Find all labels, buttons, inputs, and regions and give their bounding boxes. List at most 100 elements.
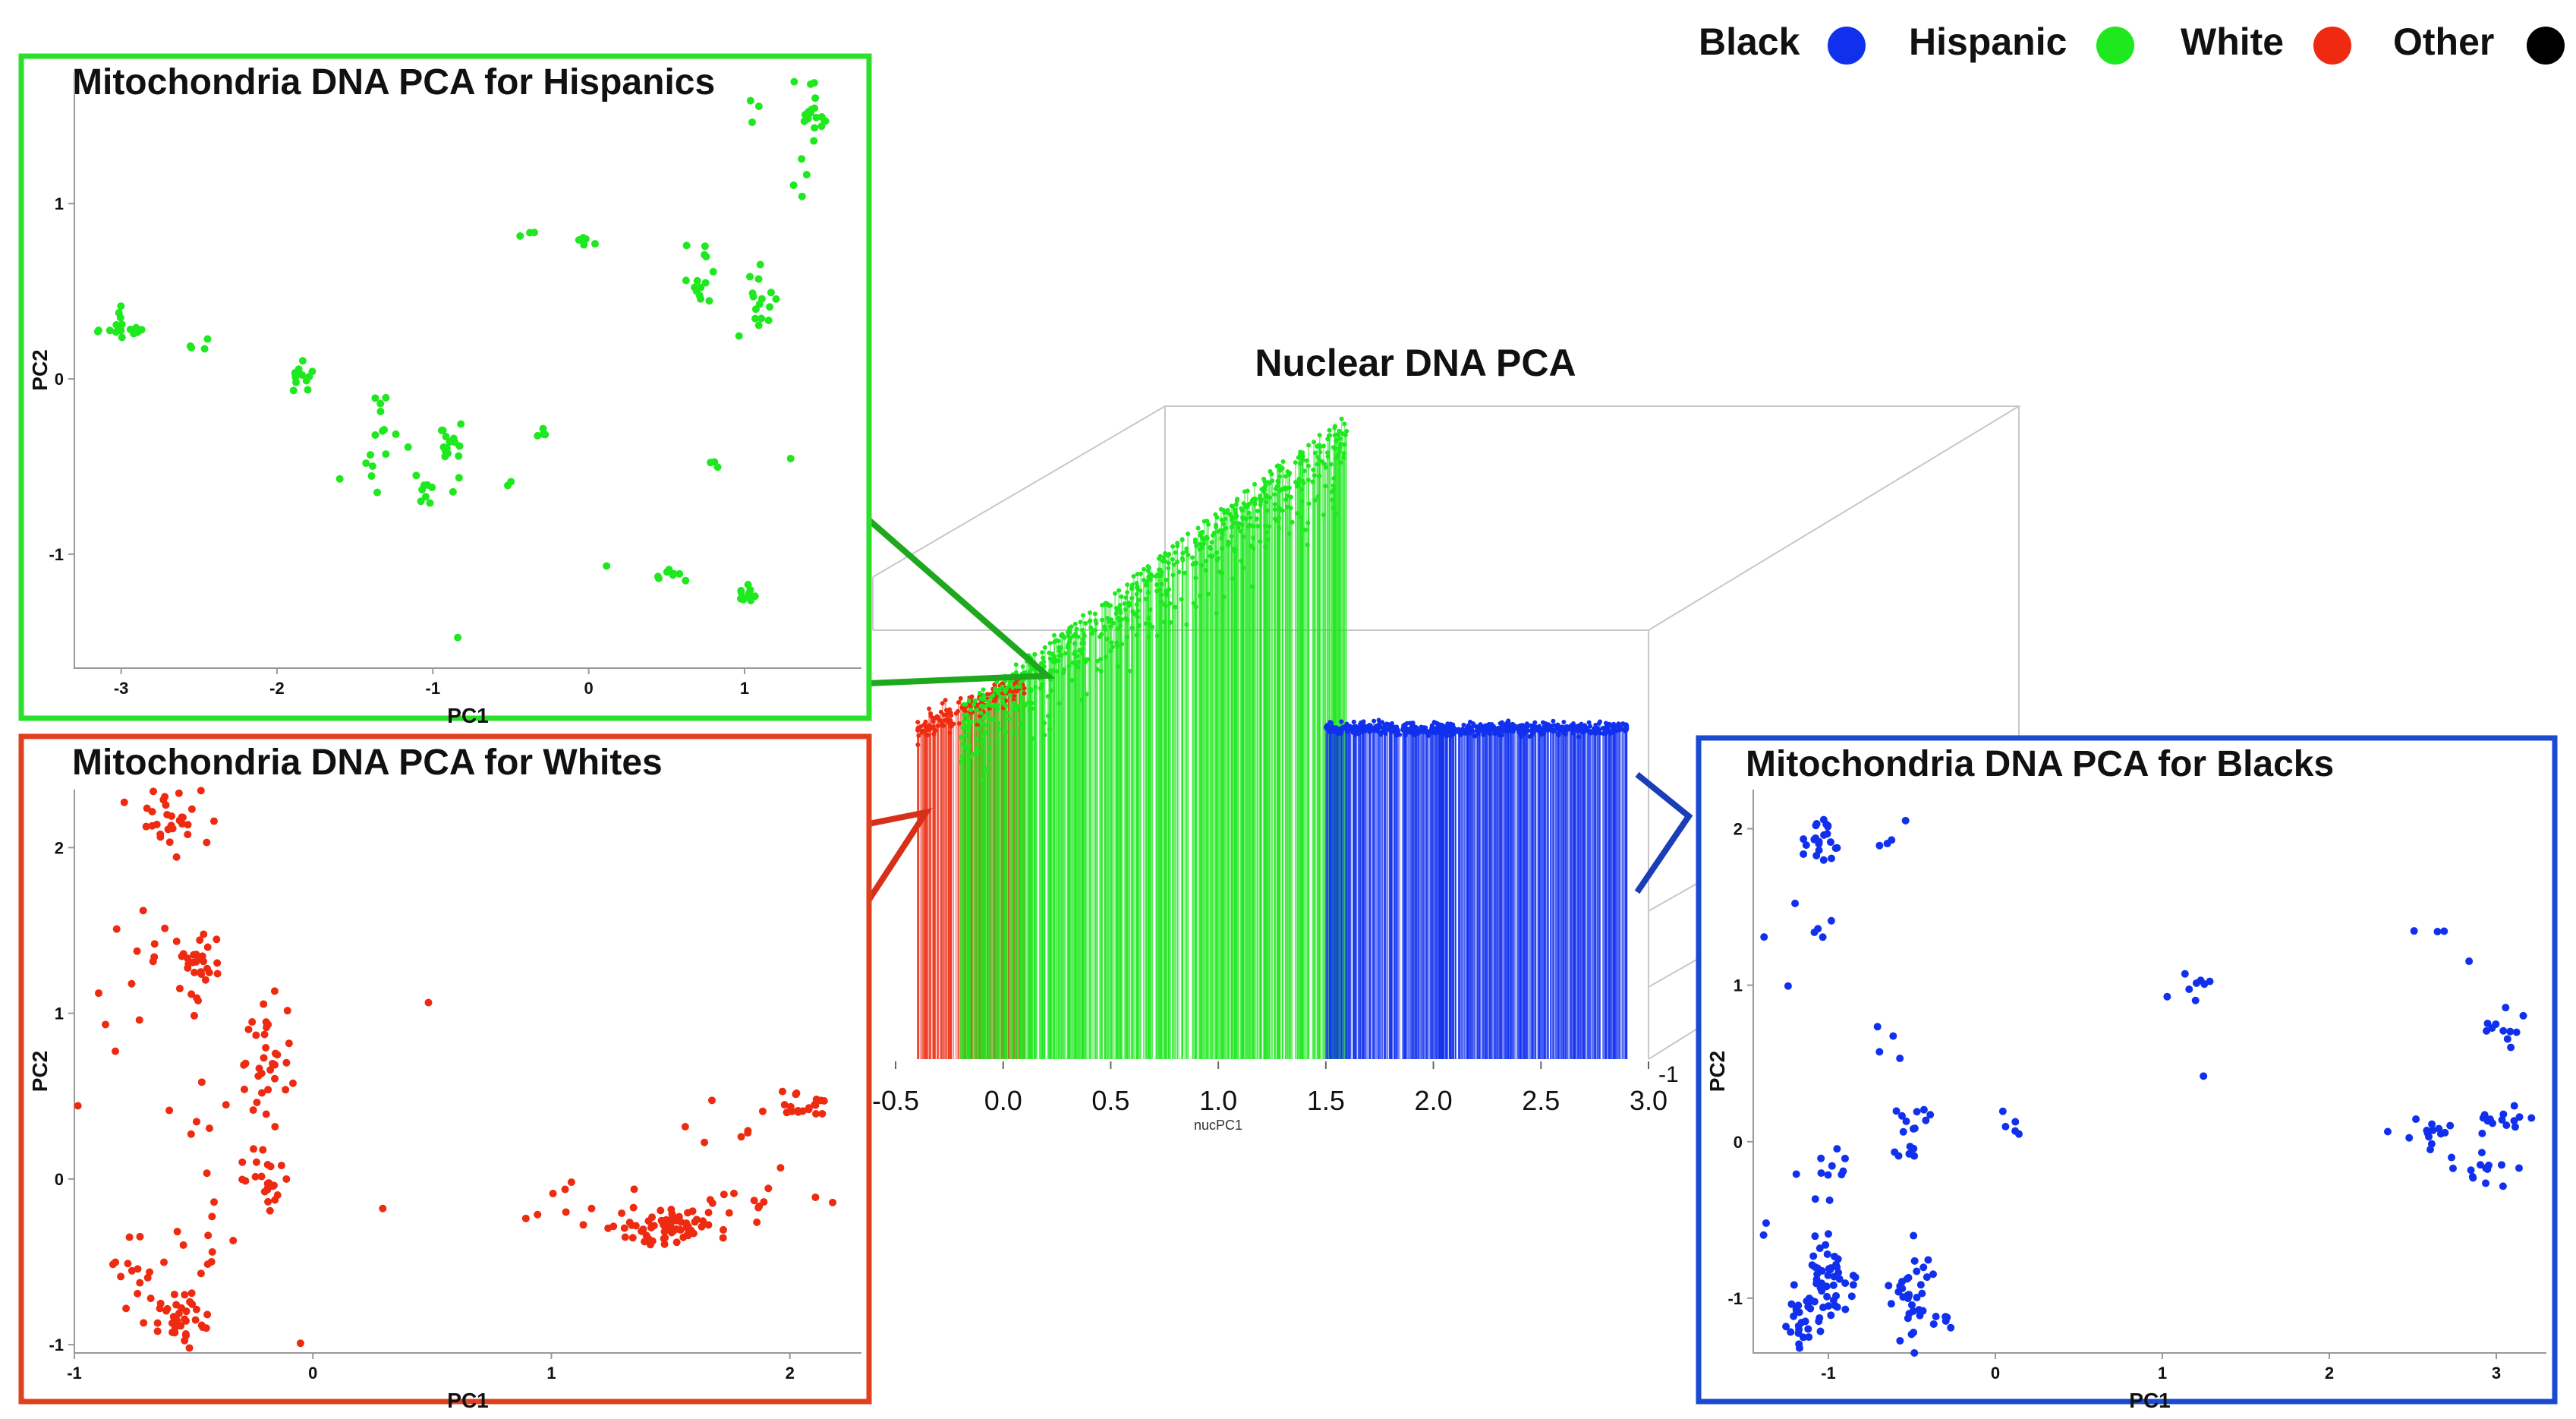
- nuclear-point: [984, 692, 990, 697]
- data-point: [692, 1216, 701, 1224]
- data-point: [521, 1214, 530, 1222]
- x-tick-label: 1: [740, 679, 749, 698]
- data-point: [778, 1087, 786, 1096]
- nuclear-series-points: [915, 416, 1630, 783]
- data-point: [1897, 1112, 1906, 1120]
- data-point: [697, 283, 705, 292]
- nuclear-point: [1429, 723, 1434, 728]
- data-point: [2447, 1153, 2455, 1162]
- data-point: [248, 1018, 257, 1026]
- data-point: [1833, 1145, 1841, 1153]
- data-point: [304, 386, 312, 394]
- nuclear-point: [975, 736, 980, 742]
- data-point: [800, 117, 808, 125]
- nuclear-point: [1136, 598, 1142, 603]
- data-point: [2383, 1127, 2392, 1136]
- nuclear-point: [1277, 464, 1283, 469]
- data-point: [516, 232, 524, 240]
- data-point: [273, 1191, 282, 1200]
- data-point: [708, 1096, 716, 1105]
- data-point: [579, 1221, 587, 1229]
- nuclear-point: [1328, 462, 1334, 467]
- data-point: [693, 276, 701, 285]
- nuclear-point: [1565, 724, 1570, 730]
- nuclear-point: [1441, 731, 1446, 736]
- nuclear-point: [1013, 662, 1019, 667]
- data-point: [504, 481, 512, 490]
- data-point: [2448, 1164, 2457, 1172]
- data-point: [2477, 1161, 2485, 1169]
- data-point: [153, 1327, 162, 1335]
- data-point: [1815, 1244, 1824, 1253]
- nuclear-point: [1227, 541, 1232, 546]
- data-point: [641, 1238, 649, 1246]
- panel-axes: [1752, 790, 2546, 1354]
- data-point: [1947, 1323, 1955, 1332]
- nuclear-point: [1233, 507, 1238, 512]
- nuclear-point: [1328, 720, 1334, 725]
- nuclear-point: [972, 702, 977, 707]
- data-point: [424, 998, 433, 1007]
- data-point: [691, 283, 699, 292]
- nuclear-point: [1094, 658, 1100, 664]
- data-point: [161, 924, 169, 932]
- nuclear-point: [1409, 728, 1415, 733]
- data-point: [201, 976, 209, 984]
- data-point: [807, 80, 815, 88]
- nuclear-point: [1598, 719, 1603, 724]
- nuclear-point: [1603, 730, 1608, 736]
- nuclear-point: [1030, 736, 1035, 741]
- nuclear-point: [994, 739, 1000, 745]
- nuclear-point: [1342, 421, 1347, 427]
- x-tick-label: -1: [426, 679, 441, 698]
- data-point: [754, 102, 763, 111]
- data-point: [811, 94, 820, 102]
- data-point: [820, 1096, 828, 1105]
- nuclear-point: [996, 690, 1001, 695]
- data-point: [175, 789, 183, 797]
- data-point: [2492, 1020, 2500, 1028]
- nuclear-point: [1078, 620, 1083, 625]
- legend-label-other: Other: [2393, 20, 2494, 63]
- data-point: [263, 1023, 271, 1032]
- nuclear-point: [1166, 566, 1171, 571]
- data-point: [2511, 1123, 2519, 1131]
- nuclear-point: [1538, 730, 1543, 736]
- nuclear-point: [1526, 728, 1531, 733]
- legend-label-hispanic: Hispanic: [1909, 20, 2067, 63]
- data-point: [1815, 837, 1823, 846]
- nuclear-point: [1106, 619, 1111, 624]
- nuclear-point: [1102, 624, 1107, 629]
- nuclear-point: [1194, 544, 1199, 549]
- data-point: [203, 1310, 212, 1319]
- data-point: [1824, 1230, 1832, 1238]
- nuclear-point: [1340, 431, 1345, 437]
- data-point: [2502, 1121, 2511, 1130]
- data-point: [1913, 1294, 1921, 1302]
- nuclear-point: [1532, 724, 1538, 730]
- nuclear-point: [1485, 724, 1490, 730]
- nuclear-point: [1317, 474, 1322, 479]
- nuclear-point: [1470, 721, 1475, 727]
- nuclear-point: [1310, 479, 1315, 484]
- data-point: [260, 1000, 268, 1008]
- data-point: [259, 1146, 267, 1154]
- y-tick-label: 1: [55, 1004, 64, 1023]
- nuclear-point: [1293, 460, 1298, 465]
- data-point: [1811, 1263, 1819, 1271]
- data-point: [1907, 1330, 1916, 1339]
- nuclear-point: [1514, 724, 1519, 730]
- nuclear-point: [1022, 691, 1027, 696]
- nuclear-point: [975, 702, 981, 708]
- x-tick-label: 2: [786, 1364, 795, 1383]
- nuclear-point: [1072, 649, 1078, 654]
- nuclear-point: [1183, 570, 1188, 575]
- nuclear-point: [1089, 631, 1094, 636]
- nuclear-point: [1240, 515, 1245, 520]
- panel-axes: [74, 72, 861, 669]
- nuclear-point: [975, 752, 980, 757]
- x-axis-label: PC1: [2129, 1389, 2170, 1412]
- nuclear-point: [1423, 725, 1428, 730]
- nuclear-point: [1576, 727, 1581, 732]
- data-point: [120, 798, 128, 806]
